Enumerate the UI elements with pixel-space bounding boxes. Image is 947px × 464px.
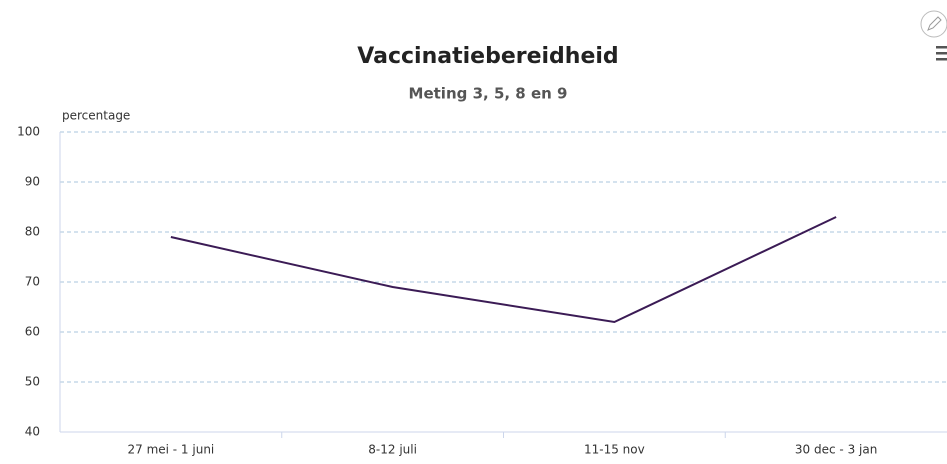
y-tick-label: 90 (25, 175, 40, 189)
y-tick-label: 40 (25, 425, 40, 439)
x-tick-label: 8-12 juli (368, 443, 417, 457)
x-tick-label: 27 mei - 1 juni (127, 443, 214, 457)
x-tick-label: 30 dec - 3 jan (795, 443, 877, 457)
y-tick-label: 50 (25, 375, 40, 389)
menu-icon-bar (936, 52, 947, 55)
menu-button[interactable] (936, 46, 947, 61)
y-tick-label: 70 (25, 275, 40, 289)
y-tick-label: 60 (25, 325, 40, 339)
edit-icon (927, 16, 942, 31)
edit-button[interactable] (920, 10, 947, 38)
chart-subtitle: Meting 3, 5, 8 en 9 (409, 85, 568, 103)
y-axis-label: percentage (62, 109, 130, 123)
y-tick-label: 80 (25, 225, 40, 239)
x-tick-label: 11-15 nov (584, 443, 645, 457)
y-tick-label: 100 (17, 125, 40, 139)
chart-title: Vaccinatiebereidheid (357, 44, 618, 69)
edit-icon-circle (920, 10, 947, 38)
data-line (170, 216, 837, 324)
menu-icon-bar (936, 58, 947, 61)
menu-icon-bar (936, 46, 947, 49)
